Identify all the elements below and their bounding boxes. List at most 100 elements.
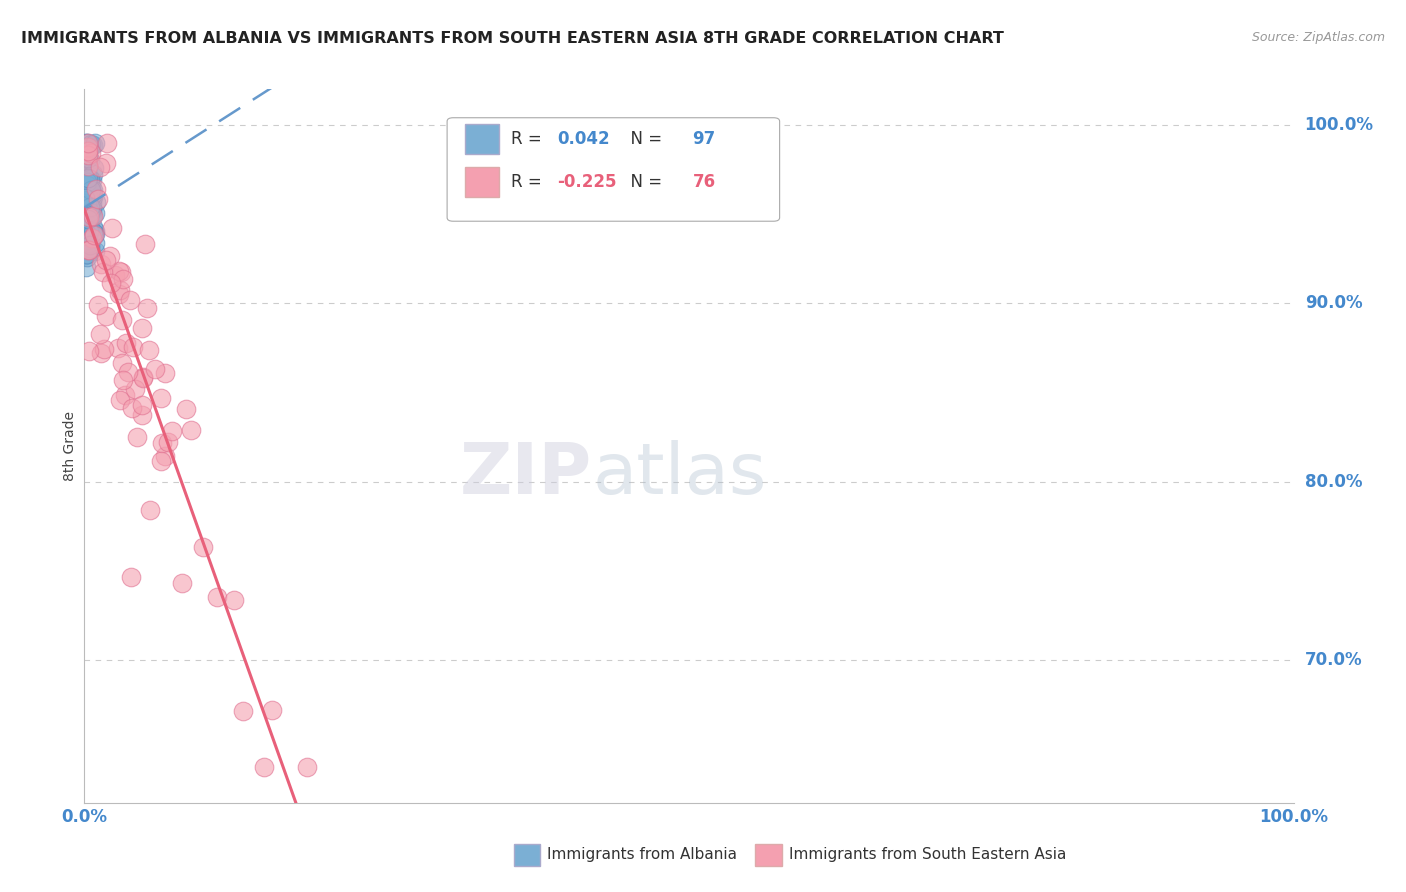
Point (80, 203, 103, 218)
Point (134, 236, 156, 251)
Point (75, 177, 97, 191)
Point (75, 188, 97, 202)
Point (77, 189, 100, 203)
Point (76, 198, 98, 212)
Point (82, 190, 104, 204)
Point (115, 335, 138, 350)
Point (112, 271, 135, 285)
Point (98, 249, 121, 263)
Point (77, 222, 100, 236)
Point (77, 344, 100, 359)
Point (76, 188, 98, 202)
FancyBboxPatch shape (447, 118, 780, 221)
Point (136, 301, 159, 316)
Y-axis label: 8th Grade: 8th Grade (63, 411, 77, 481)
Point (156, 435, 179, 450)
Point (77, 243, 100, 257)
Point (76, 190, 98, 204)
Point (82, 196, 104, 211)
Point (150, 392, 173, 406)
Point (122, 340, 145, 354)
FancyBboxPatch shape (755, 844, 782, 865)
Point (82, 201, 104, 215)
Point (83, 227, 105, 241)
Point (131, 408, 153, 422)
Point (82, 187, 104, 202)
Point (77, 244, 100, 258)
Point (80, 209, 103, 223)
Point (79, 241, 101, 255)
Point (297, 760, 319, 774)
Point (104, 268, 127, 282)
Point (100, 276, 122, 290)
Point (120, 293, 142, 307)
Point (77, 214, 100, 228)
Point (76, 185, 98, 199)
Text: 76: 76 (693, 173, 716, 191)
Point (79, 183, 101, 197)
Point (101, 221, 124, 235)
Text: ZIP: ZIP (460, 440, 592, 509)
Point (80, 190, 103, 204)
Point (73, 191, 96, 205)
Point (76, 250, 98, 264)
Point (132, 371, 155, 385)
Point (79, 137, 101, 152)
Point (108, 287, 131, 301)
Point (83, 206, 105, 220)
Point (80, 146, 103, 161)
Point (79, 185, 101, 199)
Point (150, 435, 173, 450)
Point (224, 593, 246, 607)
Point (75, 199, 97, 213)
Point (89, 327, 111, 342)
Point (110, 265, 132, 279)
Point (83, 244, 105, 258)
Point (79, 172, 101, 186)
Point (77, 136, 100, 150)
Point (79, 205, 101, 219)
Point (84, 194, 107, 209)
Text: R =: R = (512, 173, 547, 191)
FancyBboxPatch shape (513, 844, 540, 865)
Point (73, 173, 96, 187)
Point (82, 183, 104, 197)
Point (76, 136, 98, 150)
Point (150, 453, 173, 467)
Point (138, 503, 160, 517)
Point (77, 159, 100, 173)
Point (76, 178, 98, 192)
Point (131, 398, 153, 412)
Point (76, 175, 98, 189)
Point (76, 171, 98, 186)
Point (153, 367, 176, 381)
Text: 100.0%: 100.0% (1305, 116, 1374, 134)
Point (79, 187, 101, 202)
Point (75, 248, 97, 262)
Point (75, 238, 97, 252)
Point (77, 236, 100, 251)
Point (131, 321, 153, 335)
Point (79, 174, 101, 188)
Point (145, 362, 167, 376)
Point (82, 173, 104, 187)
Point (75, 191, 97, 205)
Text: 90.0%: 90.0% (1305, 294, 1362, 312)
Point (77, 209, 100, 223)
Point (120, 570, 142, 584)
Point (111, 313, 134, 327)
Point (207, 590, 229, 604)
Point (253, 760, 276, 774)
Point (138, 343, 160, 357)
Point (111, 356, 134, 370)
Point (77, 225, 100, 239)
Point (80, 137, 103, 152)
Point (76, 247, 98, 261)
Point (232, 704, 254, 718)
Point (77, 188, 100, 202)
Point (132, 370, 155, 384)
Point (93, 343, 115, 357)
Point (82, 138, 104, 153)
Point (73, 229, 96, 244)
Point (76, 196, 98, 211)
